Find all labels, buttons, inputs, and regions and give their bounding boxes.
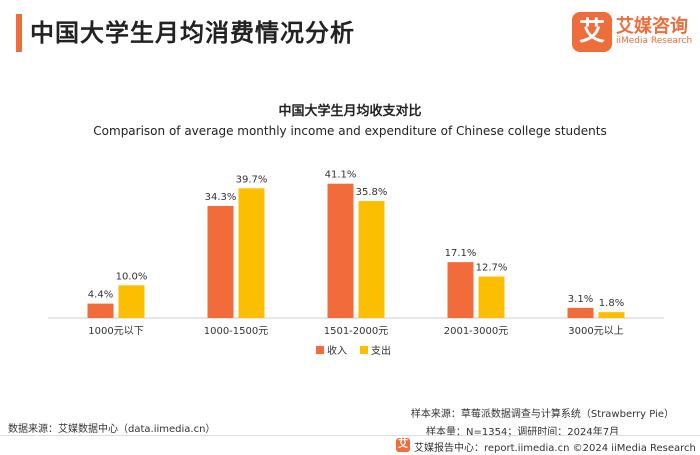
data-label-支出-1: 39.7%: [236, 174, 268, 185]
data-label-收入-3: 17.1%: [445, 248, 477, 259]
bar-支出-0: [118, 285, 145, 318]
sample-source: 样本来源：草莓派数据调查与计算系统（Strawberry Pie）: [410, 409, 674, 420]
bar-支出-3: [478, 276, 505, 318]
data-label-支出-0: 10.0%: [116, 271, 148, 282]
data-label-支出-2: 35.8%: [356, 187, 388, 198]
data-label-支出-3: 12.7%: [476, 263, 508, 274]
legend-swatch-收入: [316, 346, 324, 354]
data-label-收入-4: 3.1%: [568, 294, 593, 305]
report-center-text: 艾媒报告中心：report.iimedia.cn ©2024 iiMedia R…: [414, 443, 700, 454]
data-label-收入-1: 34.3%: [205, 192, 237, 203]
legend-label-支出: 支出: [371, 344, 391, 357]
chart-title: 中国大学生月均收支对比: [278, 104, 422, 119]
bar-支出-1: [238, 188, 265, 318]
report-center-icon: 艾: [396, 438, 410, 452]
page-title: 中国大学生月均消费情况分析: [30, 19, 355, 47]
bar-收入-0: [87, 303, 114, 318]
x-tick-label-4: 3000元以上: [568, 325, 623, 337]
bar-收入-2: [327, 183, 354, 318]
bar-收入-3: [447, 262, 474, 318]
footer-bar: 艾 艾媒报告中心：report.iimedia.cn ©2024 iiMedia…: [0, 437, 700, 455]
sample-size: 样本量：N=1354；调研时间：2024年7月: [426, 427, 620, 438]
footer-divider: [0, 435, 700, 436]
iimedia-logo: 艾 艾媒咨询 iiMedia Research: [572, 10, 692, 56]
chart-subtitle: Comparison of average monthly income and…: [93, 124, 607, 138]
bar-支出-4: [598, 312, 625, 318]
x-tick-label-1: 1000-1500元: [204, 326, 269, 337]
legend-swatch-支出: [360, 346, 368, 354]
data-label-支出-4: 1.8%: [599, 298, 624, 309]
logo-chinese-name: 艾媒咨询: [616, 16, 688, 37]
bar-chart: 4.4%10.0% 1000元以下 34.3% 39.7% 1000-1500元 41.1…: [48, 170, 664, 357]
x-tick-label-3: 2001-3000元: [444, 326, 509, 337]
data-label-收入-0: 4.4%: [88, 290, 113, 301]
data-label-收入-2: 41.1%: [325, 170, 357, 181]
x-tick-label-0: 1000元以下: [88, 326, 143, 337]
title-accent-bar: [16, 14, 22, 52]
legend-label-收入: 收入: [327, 344, 347, 357]
logo-english-name: iiMedia Research: [616, 36, 693, 46]
x-tick-label-2: 1501-2000元: [324, 326, 389, 337]
bar-收入-1: [207, 205, 234, 318]
bar-支出-2: [358, 201, 385, 318]
data-source: 数据来源：艾媒数据中心（data.iimedia.cn）: [8, 424, 216, 435]
bar-收入-4: [567, 307, 594, 318]
logo-mark-icon: 艾: [572, 12, 612, 52]
